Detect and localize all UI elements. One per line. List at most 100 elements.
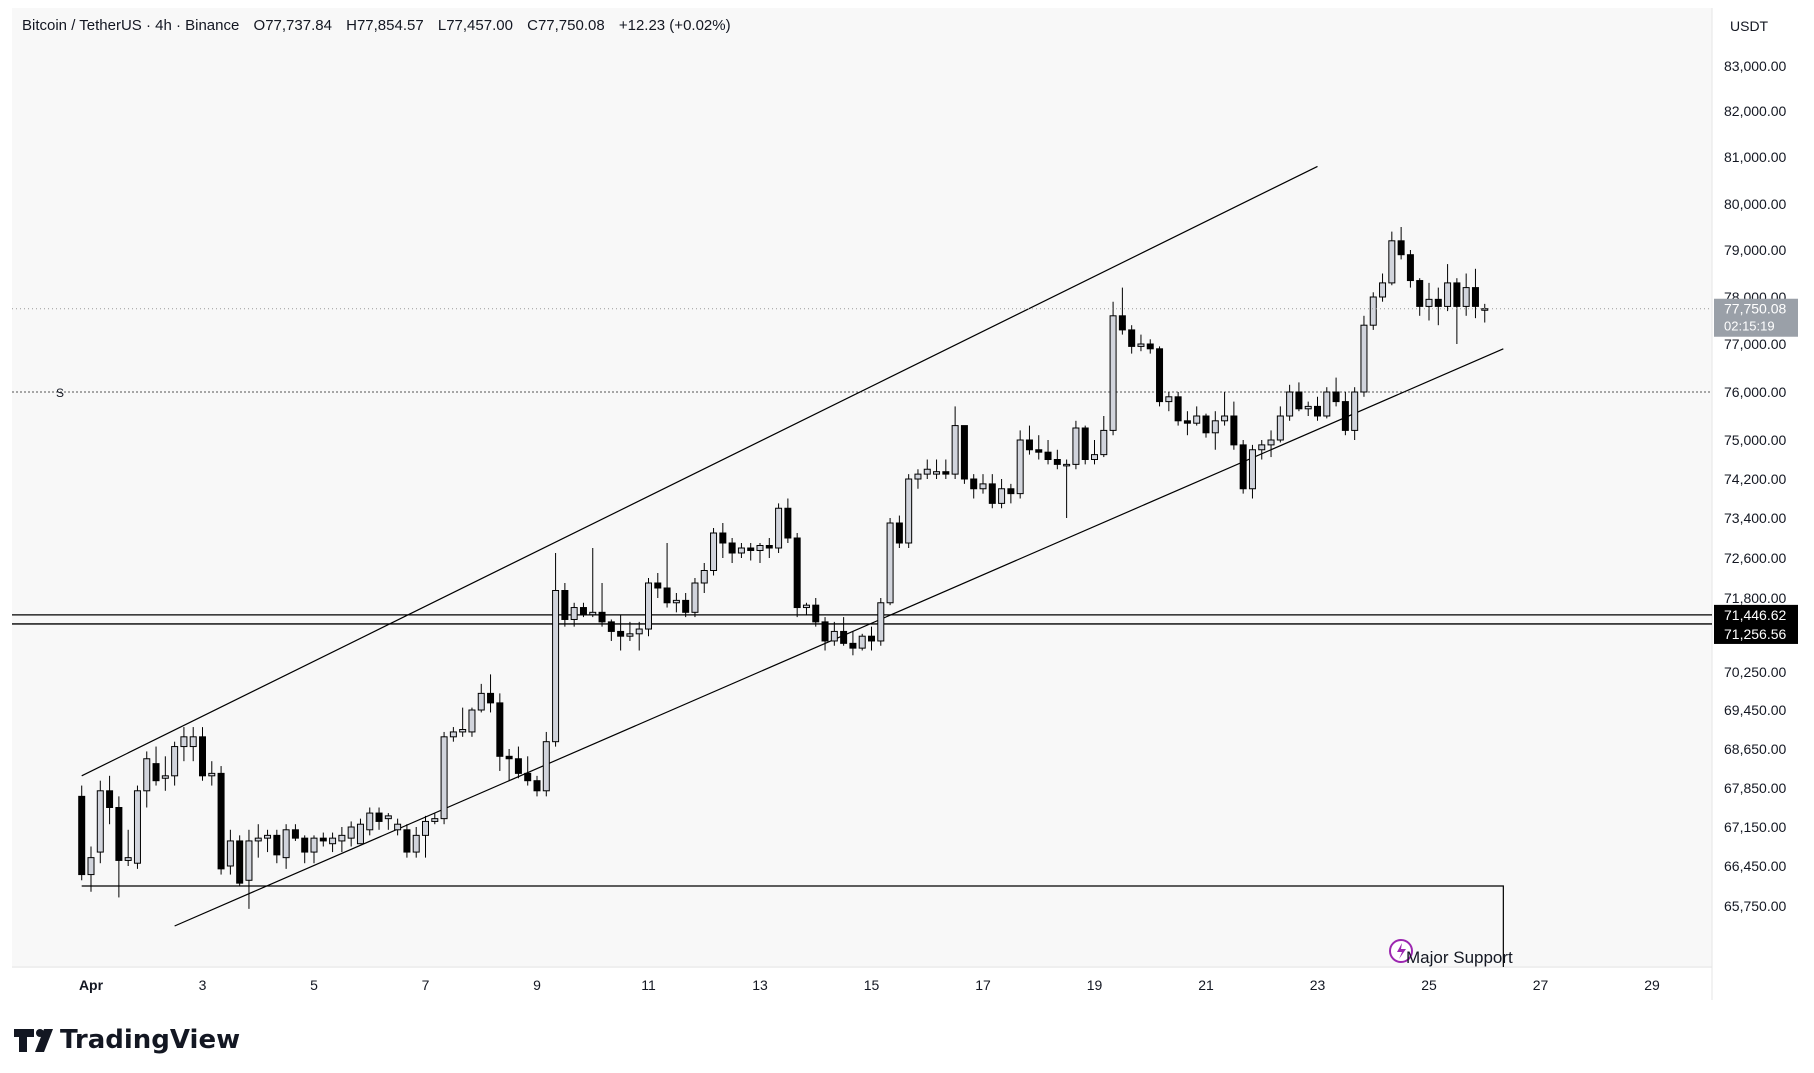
candle-body-down	[1174, 396, 1182, 422]
last-price-tag[interactable]: 77,750.08 02:15:19	[1714, 298, 1798, 337]
price-tick-label: 66,450.00	[1724, 858, 1786, 874]
date-tick-label: 21	[1198, 977, 1214, 993]
candle	[514, 746, 522, 779]
candle	[1369, 292, 1377, 330]
price-axis[interactable]	[1712, 8, 1804, 968]
candle	[1406, 250, 1414, 288]
candle	[533, 775, 541, 797]
price-tick-label: 72,600.00	[1724, 550, 1786, 566]
level-tag-value: 71,256.56	[1724, 626, 1786, 642]
candle	[663, 543, 671, 608]
candle-body-down	[1081, 427, 1089, 460]
candle-body-down	[728, 542, 736, 554]
last-price-value: 77,750.08	[1724, 301, 1786, 317]
candle-body-down	[1230, 415, 1238, 446]
candle-body-up	[264, 834, 272, 839]
candle-body-up	[1304, 405, 1312, 410]
candle	[189, 727, 197, 762]
open-label: O	[254, 17, 266, 34]
candle-body-down	[1453, 282, 1461, 307]
candle-body-down	[1397, 240, 1405, 256]
candle	[1035, 435, 1043, 460]
candle	[422, 815, 429, 858]
candle	[319, 832, 327, 847]
candle-body-up	[87, 857, 95, 876]
candle-body-down	[375, 812, 383, 822]
candle-body-down	[617, 630, 625, 637]
support-box[interactable]	[81, 885, 1504, 967]
channel-upper-line[interactable]	[81, 165, 1318, 777]
candle-body-up	[1165, 396, 1173, 403]
candle-body-up	[802, 604, 810, 609]
candle-body-down	[970, 478, 978, 490]
candle-body-up	[775, 507, 783, 549]
candle-body-up	[422, 820, 429, 836]
price-tick-label: 74,200.00	[1724, 471, 1786, 487]
level-tag-1[interactable]: 71,446.62	[1714, 604, 1798, 625]
candle	[1053, 449, 1061, 470]
candle	[840, 617, 848, 646]
candle	[338, 827, 346, 853]
level-tag-bg	[1714, 604, 1798, 625]
currency-label[interactable]: USDT	[1730, 18, 1769, 34]
low-value: 77,457.00	[446, 17, 513, 34]
candle-body-down	[152, 763, 160, 782]
candle-body-up	[914, 473, 922, 480]
candle	[1118, 287, 1126, 335]
candle	[1109, 301, 1117, 436]
candle	[180, 727, 188, 762]
candle-body-up	[1444, 282, 1452, 307]
candle	[960, 425, 968, 484]
candle-body-down	[301, 837, 309, 853]
candle	[1146, 339, 1154, 354]
candle-body-up	[384, 815, 392, 820]
candle-body-up	[635, 628, 643, 635]
candle	[143, 751, 151, 808]
plot-area[interactable]	[12, 8, 1712, 968]
price-tick-label: 75,000.00	[1724, 432, 1786, 448]
candle	[617, 614, 625, 651]
candle-body-down	[1146, 343, 1154, 350]
candle-body-up	[412, 834, 420, 853]
candle-body-down	[505, 755, 513, 760]
candle-body-down	[199, 736, 206, 777]
candle-body-down	[1128, 329, 1136, 347]
candle-body-up	[245, 840, 253, 881]
candle	[1258, 440, 1266, 460]
candle	[970, 474, 978, 499]
candle-body-up	[756, 545, 764, 551]
candle	[1016, 430, 1024, 499]
candle	[1304, 401, 1312, 416]
candle-body-down	[291, 829, 299, 839]
major-support-annotation[interactable]: Major Support	[1389, 939, 1513, 967]
candle	[1202, 413, 1210, 438]
candle-body-down	[273, 834, 281, 856]
level-tag-2[interactable]: 71,256.56	[1714, 623, 1798, 644]
candle	[868, 626, 875, 651]
candle	[542, 731, 550, 797]
date-tick-label: 19	[1087, 977, 1103, 993]
candle-body-up	[1072, 427, 1080, 465]
candle-body-up	[1211, 420, 1219, 434]
candle-body-up	[589, 611, 597, 616]
lightning-bolt-icon	[1397, 943, 1406, 959]
candle-body-up	[998, 488, 1006, 504]
candle	[1072, 420, 1080, 470]
candle	[1471, 268, 1479, 319]
candle	[161, 756, 169, 791]
candle	[552, 553, 560, 747]
candle-body-down	[1053, 459, 1061, 465]
tradingview-logo[interactable]: TradingView	[14, 1025, 240, 1055]
candle-body-down	[821, 621, 829, 642]
candle-body-down	[1314, 405, 1321, 417]
brand-name: TradingView	[60, 1025, 240, 1055]
candle	[626, 621, 634, 641]
candle	[849, 631, 857, 656]
candle-body-up	[468, 709, 476, 733]
candle-body-down	[561, 590, 569, 620]
candle	[905, 474, 913, 548]
candle	[87, 846, 95, 892]
candle	[1295, 382, 1303, 412]
date-tick-label: Apr	[79, 977, 104, 993]
